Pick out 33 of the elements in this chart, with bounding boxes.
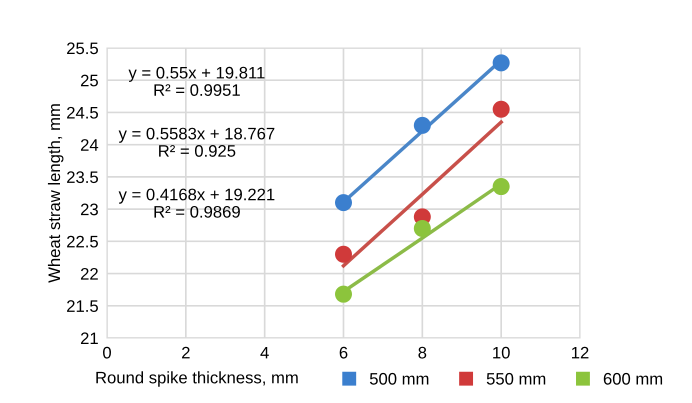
x-tick-label: 8 <box>418 346 426 359</box>
y-tick-label: 22 <box>80 268 98 280</box>
y-tick-label: 21 <box>80 332 98 344</box>
x-tick-label: 0 <box>103 346 111 359</box>
y-tick-label: 23 <box>80 204 98 216</box>
y-axis-title: Wheat straw length, mm <box>48 104 64 283</box>
point <box>492 100 510 118</box>
y-tick-label: 23.5 <box>67 171 98 184</box>
point <box>414 220 431 237</box>
legend-label: 600 mm <box>604 372 662 385</box>
x-axis-title: Round spike thickness, mm <box>96 371 298 387</box>
x-tick-label: 6 <box>340 346 348 359</box>
point <box>492 54 510 72</box>
y-tick-label: 24.5 <box>67 106 98 119</box>
point <box>334 246 352 263</box>
annotation: y = 0.5583x + 18.767 R² = 0.925 <box>118 128 274 157</box>
y-tick-label: 25 <box>80 74 98 86</box>
x-tick-label: 12 <box>572 346 588 358</box>
annotation: y = 0.55x + 19.811 R² = 0.9951 <box>128 66 264 96</box>
annotation: y = 0.4168x + 19.221 R² = 0.9869 <box>118 188 274 218</box>
point <box>334 286 352 303</box>
y-tick-label: 24 <box>80 139 98 151</box>
x-tick-label: 4 <box>260 346 269 358</box>
y-tick-label: 21.5 <box>67 300 98 312</box>
x-tick-label: 2 <box>182 346 190 358</box>
x-tick-label: 10 <box>493 346 510 359</box>
legend-label: 550 mm <box>486 372 546 385</box>
y-tick-label: 25.5 <box>67 42 98 54</box>
y-tick-label: 22.5 <box>67 236 98 248</box>
legend-label: 500 mm <box>370 372 428 385</box>
point <box>492 178 510 196</box>
point <box>334 194 352 212</box>
point <box>414 116 431 134</box>
